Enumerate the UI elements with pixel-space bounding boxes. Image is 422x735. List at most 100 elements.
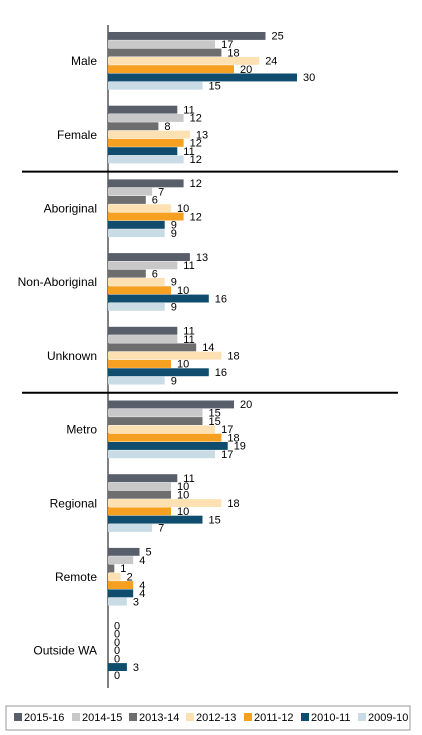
data-label: 13 — [196, 129, 208, 141]
bar — [108, 212, 184, 221]
bar — [108, 589, 134, 598]
data-label: 11 — [183, 104, 194, 116]
bar — [108, 261, 178, 270]
legend-swatch — [14, 713, 22, 721]
bar — [108, 490, 171, 499]
data-label: 17 — [221, 424, 233, 436]
bar — [108, 294, 209, 303]
bar — [108, 524, 153, 532]
bar — [108, 286, 171, 295]
data-label: 7 — [158, 523, 164, 535]
bar — [108, 417, 203, 425]
data-label: 2 — [127, 572, 133, 584]
data-label: 16 — [215, 293, 227, 305]
category-label: Outside WA — [33, 644, 97, 658]
bar — [108, 65, 234, 74]
bar — [108, 547, 140, 556]
data-label: 14 — [202, 342, 214, 354]
data-label: 12 — [190, 211, 202, 223]
bar — [108, 220, 165, 229]
bar — [108, 130, 190, 139]
bar — [108, 196, 146, 204]
bar — [108, 433, 222, 442]
legend: 2015-16 2014-15 2013-14 2012-13 2011-12 2010-… — [14, 712, 408, 724]
bar — [108, 155, 184, 164]
bars — [108, 32, 297, 671]
data-label: 11 — [183, 473, 194, 485]
bar — [108, 122, 159, 131]
data-label: 12 — [190, 138, 202, 150]
bar — [108, 515, 203, 524]
bar — [108, 400, 234, 409]
bar — [108, 73, 297, 82]
data-label: 15 — [209, 416, 221, 428]
data-label: 6 — [152, 195, 158, 207]
data-label: 17 — [221, 449, 233, 461]
bar — [108, 335, 178, 343]
bar — [108, 499, 222, 507]
bar — [108, 302, 165, 311]
data-label: 10 — [177, 481, 189, 493]
data-label: 10 — [177, 359, 189, 371]
data-label: 18 — [227, 432, 239, 444]
legend-label: 2013-14 — [139, 712, 179, 724]
category-label: Regional — [50, 496, 97, 510]
data-label: 19 — [234, 441, 246, 453]
bar — [108, 368, 209, 377]
data-label: 15 — [209, 514, 221, 526]
data-label: 9 — [171, 375, 177, 387]
data-label: 9 — [171, 277, 177, 289]
bar — [108, 450, 216, 459]
data-label: 24 — [265, 56, 277, 68]
bar — [108, 360, 171, 368]
data-label: 0 — [114, 620, 120, 632]
data-label: 13 — [196, 252, 208, 264]
data-label: 15 — [209, 81, 221, 93]
bar — [108, 442, 228, 450]
bar — [108, 229, 165, 238]
bar — [108, 81, 203, 90]
data-label: 9 — [171, 228, 177, 240]
category-label: Non-Aboriginal — [18, 275, 97, 289]
value-labels: 2517182420301511128131211121276101299131… — [114, 31, 315, 682]
bar — [108, 204, 171, 213]
data-label: 1 — [120, 563, 126, 575]
bar — [108, 269, 146, 278]
data-label: 18 — [227, 350, 239, 362]
bar — [108, 343, 197, 352]
data-label: 18 — [227, 498, 239, 510]
data-label: 10 — [177, 506, 189, 518]
legend-swatch — [72, 713, 80, 721]
bar — [108, 32, 266, 40]
data-label: 9 — [171, 220, 177, 232]
data-label: 7 — [158, 186, 164, 198]
legend-label: 2014-15 — [82, 712, 122, 724]
legend-label: 2011-12 — [254, 712, 294, 724]
bar — [108, 187, 153, 196]
bar — [108, 482, 171, 491]
legend-label: 2009-10 — [368, 712, 408, 724]
bar — [108, 326, 178, 335]
data-label: 0 — [114, 654, 120, 666]
bar — [108, 278, 165, 286]
legend-swatch — [244, 713, 252, 721]
legend-swatch — [301, 713, 309, 721]
data-label: 15 — [209, 408, 221, 420]
bar — [108, 474, 178, 483]
bar — [108, 147, 178, 156]
bar — [108, 376, 165, 385]
category-label: Male — [71, 54, 97, 68]
category-label: Female — [57, 128, 97, 142]
data-label: 11 — [183, 260, 194, 272]
bar — [108, 179, 184, 188]
data-label: 10 — [177, 285, 189, 297]
bar — [108, 581, 134, 589]
data-label: 20 — [240, 399, 252, 411]
legend-swatch — [186, 713, 194, 721]
bar — [108, 663, 127, 671]
data-label: 12 — [190, 113, 202, 125]
data-label: 11 — [183, 334, 194, 346]
data-label: 0 — [114, 645, 120, 657]
data-label: 0 — [114, 629, 120, 641]
